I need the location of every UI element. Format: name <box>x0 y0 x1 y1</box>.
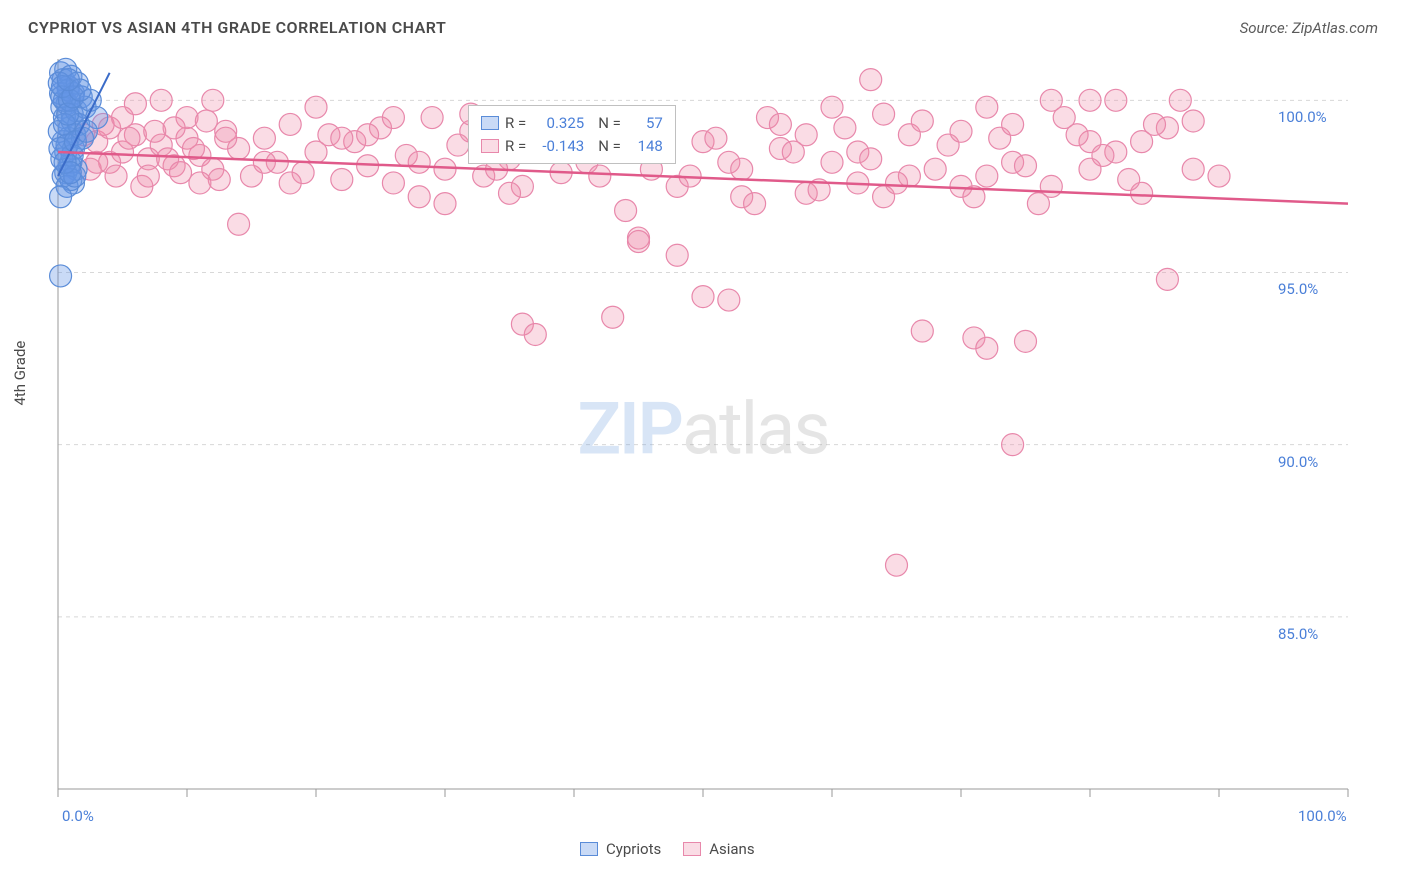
y-tick-label: 95.0% <box>1278 280 1318 298</box>
chart-title: CYPRIOT VS ASIAN 4TH GRADE CORRELATION C… <box>28 18 446 37</box>
r-value: -0.143 <box>532 135 584 158</box>
chart-header: CYPRIOT VS ASIAN 4TH GRADE CORRELATION C… <box>0 0 1406 49</box>
y-axis-label: 4th Grade <box>11 341 29 406</box>
correlation-legend: R = 0.325 N = 57 R = -0.143 N = 148 <box>468 105 676 164</box>
n-label: N = <box>598 135 621 158</box>
x-tick-label: 0.0% <box>62 807 94 825</box>
series-name: Asians <box>709 840 754 858</box>
n-label: N = <box>598 112 621 135</box>
series-legend: Cypriots Asians <box>580 840 755 858</box>
series-legend-item: Cypriots <box>580 840 661 858</box>
source-label: Source: ZipAtlas.com <box>1240 19 1378 37</box>
legend-row: R = 0.325 N = 57 <box>481 112 663 135</box>
chart-container: 4th Grade ZIPatlas R = 0.325 N = 57 R = … <box>28 49 1378 809</box>
series-legend-item: Asians <box>683 840 754 858</box>
legend-swatch <box>481 139 499 153</box>
y-tick-label: 85.0% <box>1278 625 1318 643</box>
x-tick-label: 100.0% <box>1298 807 1347 825</box>
legend-row: R = -0.143 N = 148 <box>481 135 663 158</box>
legend-swatch <box>683 842 701 856</box>
n-value: 148 <box>627 135 663 158</box>
r-value: 0.325 <box>532 112 584 135</box>
scatter-chart <box>28 49 1378 809</box>
y-tick-label: 100.0% <box>1278 108 1327 126</box>
legend-swatch <box>481 116 499 130</box>
n-value: 57 <box>627 112 663 135</box>
y-tick-label: 90.0% <box>1278 453 1318 471</box>
series-name: Cypriots <box>606 840 661 858</box>
legend-swatch <box>580 842 598 856</box>
r-label: R = <box>505 112 526 135</box>
r-label: R = <box>505 135 526 158</box>
